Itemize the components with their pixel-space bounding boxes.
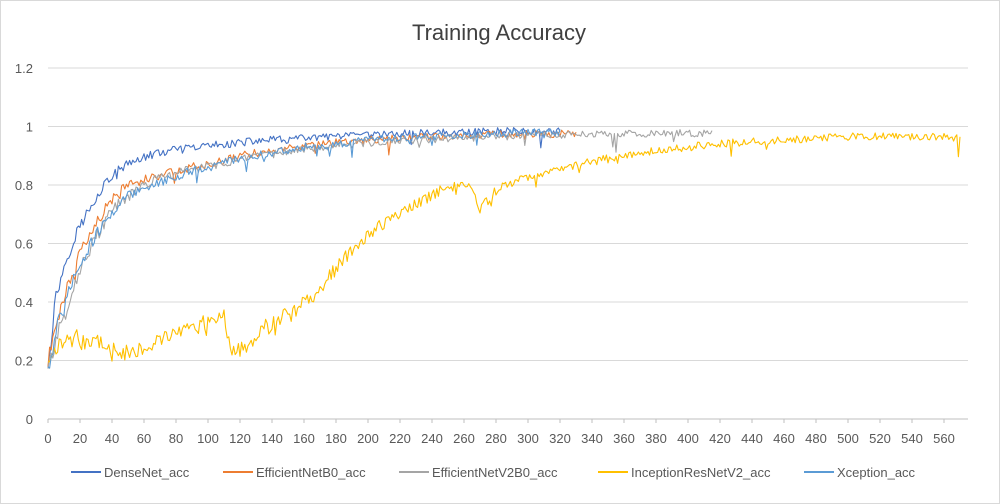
legend-label: DenseNet_acc [104,465,190,480]
y-tick-label: 0 [26,412,33,427]
x-tick-label: 280 [485,431,507,446]
x-tick-label: 540 [901,431,923,446]
series-line-densenet-acc [47,127,561,368]
x-tick-label: 40 [105,431,119,446]
chart-title: Training Accuracy [412,20,586,45]
y-tick-label: 0.4 [15,295,33,310]
x-tick-label: 200 [357,431,379,446]
x-tick-label: 320 [549,431,571,446]
legend-item: DenseNet_acc [71,465,190,480]
y-tick-label: 1.2 [15,61,33,76]
legend-label: EfficientNetB0_acc [256,465,366,480]
legend-label: EfficientNetV2B0_acc [432,465,558,480]
x-tick-label: 460 [773,431,795,446]
series-layer [47,127,961,369]
y-tick-label: 0.6 [15,237,33,252]
x-tick-label: 220 [389,431,411,446]
x-tick-label: 480 [805,431,827,446]
y-tick-layer: 0 0.2 0.4 0.6 0.8 1 1.2 [15,61,33,427]
x-tick-label: 340 [581,431,603,446]
legend-label: InceptionResNetV2_acc [631,465,771,480]
x-tick-label: 240 [421,431,443,446]
legend-item: InceptionResNetV2_acc [598,465,771,480]
x-tick-label: 260 [453,431,475,446]
y-tick-label: 1 [26,120,33,135]
legend-item: Xception_acc [804,465,916,480]
series-line-efficientnetb0-acc [47,129,577,367]
x-tick-label: 120 [229,431,251,446]
x-tick-label: 140 [261,431,283,446]
x-tick-label: 20 [73,431,87,446]
x-tick-label: 380 [645,431,667,446]
legend-item: EfficientNetB0_acc [223,465,366,480]
x-tick-label: 80 [169,431,183,446]
x-tick-label: 520 [869,431,891,446]
series-line-xception-acc [47,128,561,369]
x-tick-label: 500 [837,431,859,446]
x-tick-label: 420 [709,431,731,446]
series-line-inceptionresnetv2-acc [47,132,961,363]
x-tick-label: 60 [137,431,151,446]
x-tick-label: 300 [517,431,539,446]
grid-layer [48,67,968,420]
x-tick-label: 440 [741,431,763,446]
y-tick-label: 0.2 [15,354,33,369]
x-tick-label: 100 [197,431,219,446]
legend-label: Xception_acc [837,465,916,480]
x-tick-layer: 0 20 40 60 80 100 120 140 160 180 200 220 240 260 280 3… [44,419,955,446]
y-tick-label: 0.8 [15,178,33,193]
x-tick-label: 360 [613,431,635,446]
series-line-efficientnetv2b0-acc [47,129,713,369]
legend-item: EfficientNetV2B0_acc [399,465,558,480]
x-tick-label: 160 [293,431,315,446]
x-tick-label: 180 [325,431,347,446]
x-tick-label: 400 [677,431,699,446]
x-tick-label: 560 [933,431,955,446]
legend: DenseNet_acc EfficientNetB0_acc EfficientN… [71,465,916,480]
x-tick-label: 0 [44,431,51,446]
